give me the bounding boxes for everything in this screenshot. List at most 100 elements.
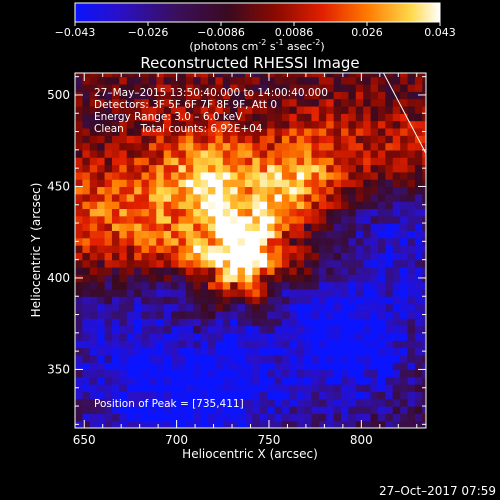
heatmap-cell (134, 413, 143, 422)
heatmap-cell (414, 340, 423, 349)
heatmap-cell (230, 135, 239, 144)
heatmap-cell (104, 201, 113, 210)
heatmap-cell (267, 420, 276, 428)
heatmap-cell (296, 142, 305, 151)
heatmap-cell (185, 288, 194, 297)
heatmap-cell (281, 281, 290, 290)
heatmap-cell (333, 237, 342, 246)
heatmap-cell (422, 193, 426, 202)
heatmap-cell (414, 83, 423, 92)
heatmap-cell (385, 259, 394, 268)
heatmap-cell (326, 135, 335, 144)
heatmap-cell (148, 186, 157, 195)
heatmap-cell (134, 274, 143, 283)
heatmap-cell (400, 332, 409, 341)
heatmap-cell (215, 325, 224, 334)
heatmap-cell (82, 318, 91, 327)
heatmap-cell (422, 171, 426, 180)
heatmap-cell (111, 237, 120, 246)
heatmap-cell (89, 76, 98, 85)
heatmap-cell (326, 413, 335, 422)
heatmap-cell (385, 223, 394, 231)
heatmap-cell (237, 252, 246, 261)
heatmap-cell (267, 230, 276, 239)
heatmap-cell (414, 259, 423, 268)
heatmap-cell (370, 73, 379, 78)
heatmap-cell (244, 296, 253, 305)
heatmap-cell (407, 310, 416, 319)
heatmap-cell (370, 354, 379, 363)
heatmap-cell (119, 135, 128, 144)
heatmap-cell (341, 91, 350, 100)
heatmap-cell (274, 83, 283, 92)
heatmap-cell (82, 296, 91, 305)
heatmap-cell (267, 325, 276, 334)
heatmap-cell (370, 91, 379, 100)
heatmap-cell (318, 76, 327, 85)
heatmap-cell (171, 318, 180, 327)
heatmap-cell (237, 325, 246, 334)
heatmap-cell (89, 127, 98, 136)
heatmap-cell (355, 362, 364, 371)
heatmap-cell (230, 369, 239, 378)
heatmap-cell (326, 223, 335, 231)
heatmap-cell (274, 76, 283, 85)
heatmap-cell (355, 208, 364, 217)
heatmap-cell (289, 179, 298, 188)
heatmap-cell (289, 332, 298, 341)
heatmap-cell (156, 288, 165, 297)
heatmap-cell (222, 83, 231, 92)
heatmap-cell (111, 376, 120, 385)
heatmap-cell (400, 362, 409, 371)
heatmap-cell (341, 171, 350, 180)
heatmap-cell (156, 310, 165, 319)
heatmap-cell (252, 164, 261, 173)
heatmap-cell (89, 208, 98, 217)
heatmap-cell (89, 171, 98, 180)
heatmap-cell (148, 120, 157, 129)
heatmap-cell (400, 149, 409, 158)
heatmap-cell (392, 105, 401, 114)
heatmap-cell (237, 274, 246, 283)
heatmap-cell (171, 201, 180, 210)
heatmap-cell (311, 296, 320, 305)
heatmap-cell (333, 193, 342, 202)
heatmap-cell (134, 186, 143, 195)
heatmap-cell (119, 274, 128, 283)
heatmap-cell (97, 252, 106, 261)
heatmap-cell (193, 98, 202, 107)
heatmap-cell (119, 384, 128, 392)
heatmap-cell (289, 186, 298, 195)
heatmap-cell (185, 391, 194, 400)
heatmap-cell (304, 406, 313, 414)
heatmap-cell (377, 332, 386, 341)
heatmap-cell (111, 413, 120, 422)
heatmap-cell (222, 171, 231, 180)
heatmap-cell (274, 149, 283, 158)
heatmap-cell (185, 398, 194, 407)
heatmap-cell (259, 384, 268, 392)
heatmap-cell (274, 142, 283, 151)
heatmap-cell (208, 76, 216, 85)
heatmap-cell (119, 98, 128, 107)
heatmap-cell (111, 83, 120, 92)
heatmap-cell (104, 179, 113, 188)
heatmap-cell (414, 237, 423, 246)
heatmap-cell (422, 120, 426, 129)
heatmap-cell (75, 193, 83, 202)
heatmap-cell (370, 266, 379, 275)
heatmap-cell (208, 142, 216, 151)
heatmap-cell (267, 288, 276, 297)
heatmap-cell (259, 420, 268, 428)
heatmap-cell (134, 215, 143, 224)
heatmap-cell (326, 252, 335, 261)
heatmap-cell (400, 120, 409, 129)
heatmap-cell (171, 186, 180, 195)
heatmap-cell (178, 369, 187, 378)
heatmap-cell (326, 288, 335, 297)
heatmap-cell (281, 157, 290, 166)
heatmap-cell (134, 318, 143, 327)
heatmap-cell (141, 384, 150, 392)
heatmap-cell (414, 362, 423, 371)
heatmap-cell (385, 406, 394, 414)
